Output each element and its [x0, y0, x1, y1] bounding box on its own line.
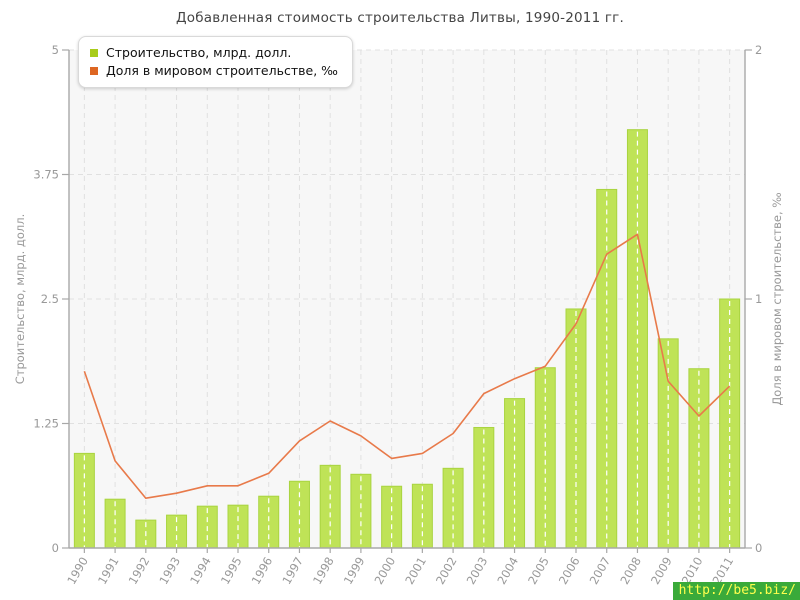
x-tick-label: 1999 — [341, 555, 368, 587]
x-tick-label: 2008 — [617, 555, 644, 587]
x-tick-label: 1991 — [95, 555, 122, 587]
x-tick-label: 2002 — [433, 555, 460, 587]
x-tick-label: 1995 — [218, 555, 245, 587]
watermark-link[interactable]: http://be5.biz/ — [672, 582, 800, 600]
x-tick-label: 1990 — [64, 555, 91, 587]
legend-swatch-bar-icon — [90, 49, 98, 57]
left-tick-label: 1.25 — [33, 417, 59, 431]
legend-label-share: Доля в мировом строительстве, ‰ — [106, 63, 338, 78]
legend: Строительство, млрд. долл. Доля в мирово… — [78, 36, 353, 88]
x-tick-label: 2006 — [556, 555, 583, 587]
x-tick-label: 2000 — [371, 555, 398, 587]
bar-2007 — [596, 188, 618, 549]
x-tick-label: 1992 — [126, 555, 153, 587]
x-tick-label: 1996 — [249, 555, 276, 587]
x-tick-label: 1993 — [156, 555, 183, 587]
legend-label-construction: Строительство, млрд. долл. — [106, 45, 292, 60]
bar-1996 — [258, 495, 280, 549]
chart-title: Добавленная стоимость строительства Литв… — [176, 10, 624, 26]
right-tick-label: 0 — [755, 541, 762, 555]
x-tick-label: 2001 — [402, 555, 429, 587]
x-tick-label: 2004 — [494, 555, 521, 587]
left-tick-label: 5 — [52, 43, 59, 57]
legend-item-share: Доля в мировом строительстве, ‰ — [90, 62, 338, 80]
legend-swatch-line-icon — [90, 67, 98, 75]
left-tick-label: 0 — [52, 541, 59, 555]
right-axis-title: Доля в мировом строительстве, ‰ — [770, 192, 784, 405]
x-tick-label: 2005 — [525, 555, 552, 587]
x-tick-label: 1994 — [187, 555, 214, 587]
right-tick-label: 2 — [755, 43, 762, 57]
right-tick-label: 1 — [755, 292, 762, 306]
legend-item-construction: Строительство, млрд. долл. — [90, 44, 338, 62]
left-axis-title: Строительство, млрд. долл. — [13, 214, 27, 385]
x-tick-label: 2009 — [648, 555, 675, 587]
left-tick-label: 2.5 — [41, 292, 59, 306]
x-tick-label: 1998 — [310, 555, 337, 587]
left-tick-label: 3.75 — [33, 168, 59, 182]
bar-2010 — [688, 368, 710, 549]
bar-2005 — [534, 367, 556, 549]
x-tick-label: 1997 — [279, 555, 306, 587]
x-tick-label: 2007 — [587, 555, 614, 587]
share-line — [83, 233, 731, 500]
x-tick-label: 2003 — [464, 555, 491, 587]
